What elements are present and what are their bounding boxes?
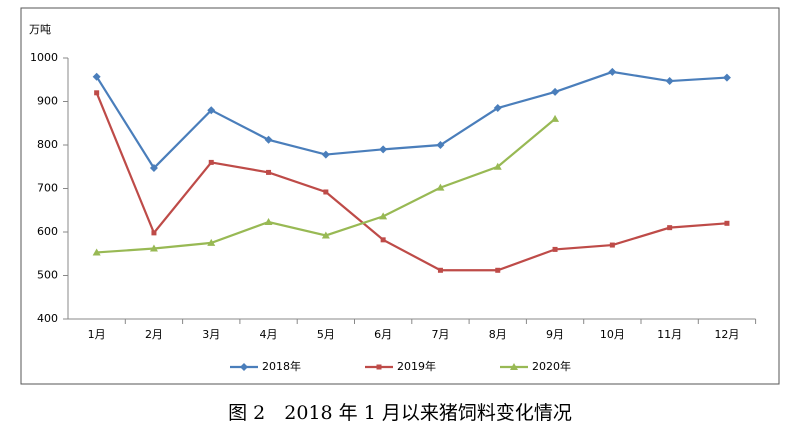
marker <box>665 77 674 86</box>
marker <box>379 212 388 220</box>
marker <box>551 87 560 96</box>
marker <box>551 114 560 122</box>
series-line <box>95 92 728 272</box>
x-tick-label: 7月 <box>431 328 449 341</box>
marker <box>266 169 272 175</box>
marker <box>436 141 445 149</box>
y-tick-label: 400 <box>37 312 58 325</box>
marker <box>609 242 615 248</box>
marker <box>149 164 158 173</box>
marker <box>151 230 157 236</box>
marker <box>207 238 216 246</box>
x-tick-label: 1月 <box>88 328 106 341</box>
marker <box>724 220 730 226</box>
y-tick-label: 900 <box>37 95 58 108</box>
marker <box>92 248 101 256</box>
legend-label: 2018年 <box>262 359 301 373</box>
marker <box>510 363 518 370</box>
marker <box>321 150 330 159</box>
x-tick-label: 3月 <box>202 328 220 341</box>
marker <box>94 90 100 96</box>
legend-label: 2020年 <box>532 359 571 373</box>
x-tick-label: 4月 <box>260 328 278 341</box>
marker <box>493 162 502 170</box>
y-tick-label: 700 <box>37 182 58 195</box>
x-tick-label: 9月 <box>546 328 564 341</box>
marker <box>380 237 386 243</box>
marker <box>376 364 382 370</box>
marker <box>208 159 214 165</box>
marker <box>323 189 329 195</box>
y-tick-label: 1000 <box>30 51 58 64</box>
x-tick-label: 5月 <box>317 328 335 341</box>
marker <box>264 135 273 144</box>
x-tick-label: 8月 <box>489 328 507 341</box>
chart-frame <box>20 7 780 385</box>
marker <box>264 217 273 225</box>
marker <box>608 67 617 76</box>
marker <box>667 225 673 231</box>
series-line <box>95 70 728 170</box>
marker <box>379 145 388 154</box>
y-tick-label: 600 <box>37 225 58 238</box>
y-axis-label: 万吨 <box>29 23 51 36</box>
marker <box>495 267 501 273</box>
marker <box>207 106 216 115</box>
x-tick-label: 11月 <box>657 328 682 341</box>
marker <box>321 231 330 239</box>
x-tick-label: 12月 <box>714 328 739 341</box>
legend-label: 2019年 <box>397 359 436 373</box>
x-tick-label: 10月 <box>600 328 625 341</box>
y-tick-label: 500 <box>37 269 58 282</box>
marker <box>240 363 248 371</box>
marker <box>149 244 158 252</box>
x-tick-label: 2月 <box>145 328 163 341</box>
marker <box>552 246 558 252</box>
marker <box>437 267 443 273</box>
marker <box>436 183 445 191</box>
x-tick-label: 6月 <box>374 328 392 341</box>
chart-title: 图 2 2018 年 1 月以来猪饲料变化情况 <box>228 402 572 424</box>
marker <box>92 72 101 81</box>
y-tick-label: 800 <box>37 138 58 151</box>
marker <box>722 73 731 82</box>
marker <box>493 104 502 113</box>
